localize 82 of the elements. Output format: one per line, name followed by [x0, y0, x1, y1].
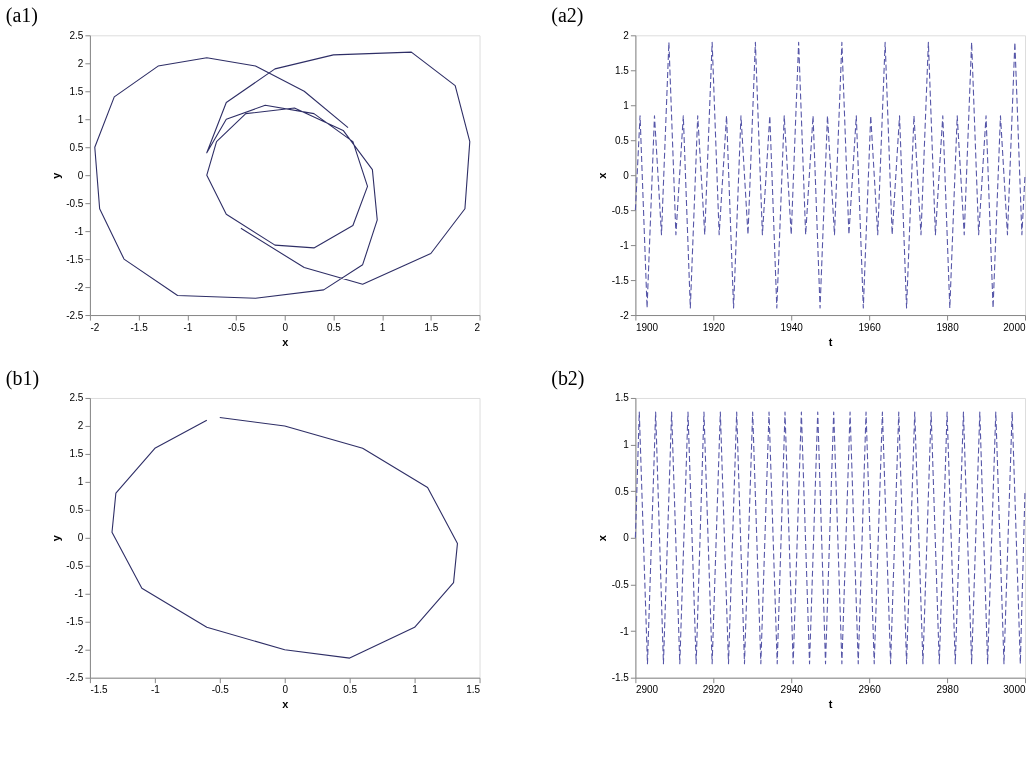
y-tick-label: -1 [620, 625, 630, 637]
y-axis-title: y [50, 171, 63, 179]
y-tick-label: 2 [77, 57, 84, 69]
x-tick-label: 2980 [936, 684, 960, 696]
y-axis-title: y [50, 534, 63, 542]
y-tick-label: 1 [77, 476, 84, 488]
y-tick-label: -2.5 [66, 309, 84, 321]
y-tick-label: -2 [74, 644, 84, 656]
x-tick-label: 0 [282, 321, 289, 333]
x-tick-label: 1960 [858, 321, 882, 333]
x-axis-title: t [828, 335, 833, 348]
x-tick-label: 0 [282, 684, 289, 696]
x-tick-label: -0.5 [227, 321, 246, 333]
y-tick-label: 0.5 [69, 141, 84, 153]
line-series [111, 416, 459, 659]
y-tick-label: 2.5 [69, 29, 84, 41]
x-tick-label: 2960 [858, 684, 882, 696]
x-tick-label: 1.5 [424, 321, 439, 333]
x-tick-label: 0.5 [343, 684, 358, 696]
x-tick-label: 1900 [635, 321, 659, 333]
line-series [634, 411, 1026, 665]
y-tick-label: -2 [74, 281, 84, 293]
x-axis-title: t [828, 698, 833, 711]
x-tick-label: -1.5 [130, 321, 149, 333]
y-tick-label: 0 [623, 532, 630, 544]
x-tick-label: 0.5 [326, 321, 342, 333]
x-tick-label: 1940 [780, 321, 804, 333]
y-tick-label: -1 [74, 225, 84, 237]
y-tick-label: -1.5 [611, 672, 630, 684]
y-tick-label: 1.5 [69, 448, 84, 460]
y-tick-label: -0.5 [66, 560, 84, 572]
line-series [634, 41, 1026, 309]
x-tick-label: 3000 [1003, 684, 1026, 696]
x-tick-label: 2920 [702, 684, 726, 696]
y-tick-label: -0.5 [611, 204, 630, 216]
y-tick-label: -1.5 [611, 274, 630, 286]
x-tick-label: 1980 [936, 321, 960, 333]
y-tick-label: 0.5 [69, 504, 84, 516]
x-tick-label: -0.5 [211, 684, 230, 696]
y-tick-label: 1 [623, 439, 630, 451]
y-tick-label: 0 [77, 532, 84, 544]
chart-title: (b1) [5, 366, 40, 390]
y-tick-label: 0 [623, 169, 630, 181]
x-tick-label: 1.5 [466, 684, 481, 696]
chart-title: (a2) [551, 4, 584, 28]
x-tick-label: 2000 [1003, 321, 1026, 333]
y-tick-label: 2.5 [69, 392, 84, 404]
x-tick-label: 2 [474, 321, 481, 333]
x-tick-label: -1.5 [90, 684, 109, 696]
x-tick-label: -1 [150, 684, 161, 696]
x-axis-title: x [282, 698, 290, 711]
y-tick-label: -1.5 [66, 616, 84, 628]
x-tick-label: 2940 [780, 684, 804, 696]
y-axis-title: x [595, 171, 608, 179]
x-tick-label: -2 [90, 321, 100, 333]
y-tick-label: 1.5 [615, 64, 630, 76]
y-tick-label: 1.5 [69, 85, 84, 97]
y-tick-label: 2 [77, 420, 84, 432]
y-tick-label: -1.5 [66, 253, 84, 265]
x-tick-label: 1 [379, 321, 386, 333]
y-tick-label: -1 [74, 588, 84, 600]
line-series [94, 51, 471, 299]
y-tick-label: 1.5 [615, 392, 630, 404]
x-axis-title: x [282, 335, 290, 348]
y-tick-label: 0 [77, 169, 84, 181]
y-tick-label: -2 [620, 309, 630, 321]
y-tick-label: 2 [623, 29, 630, 41]
y-axis-title: x [595, 534, 608, 542]
y-tick-label: 1 [77, 113, 84, 125]
chart-title: (a1) [5, 4, 38, 28]
y-tick-label: -1 [620, 239, 630, 251]
y-tick-label: 0.5 [615, 134, 630, 146]
x-tick-label: 1920 [702, 321, 726, 333]
y-tick-label: -2.5 [66, 672, 84, 684]
y-tick-label: 1 [623, 99, 630, 111]
chart-title: (b2) [551, 366, 585, 390]
x-tick-label: -1 [183, 321, 193, 333]
x-tick-label: 1 [412, 684, 419, 696]
x-tick-label: 2900 [635, 684, 659, 696]
y-tick-label: 0.5 [615, 485, 630, 497]
y-tick-label: -0.5 [66, 197, 84, 209]
y-tick-label: -0.5 [611, 578, 630, 590]
